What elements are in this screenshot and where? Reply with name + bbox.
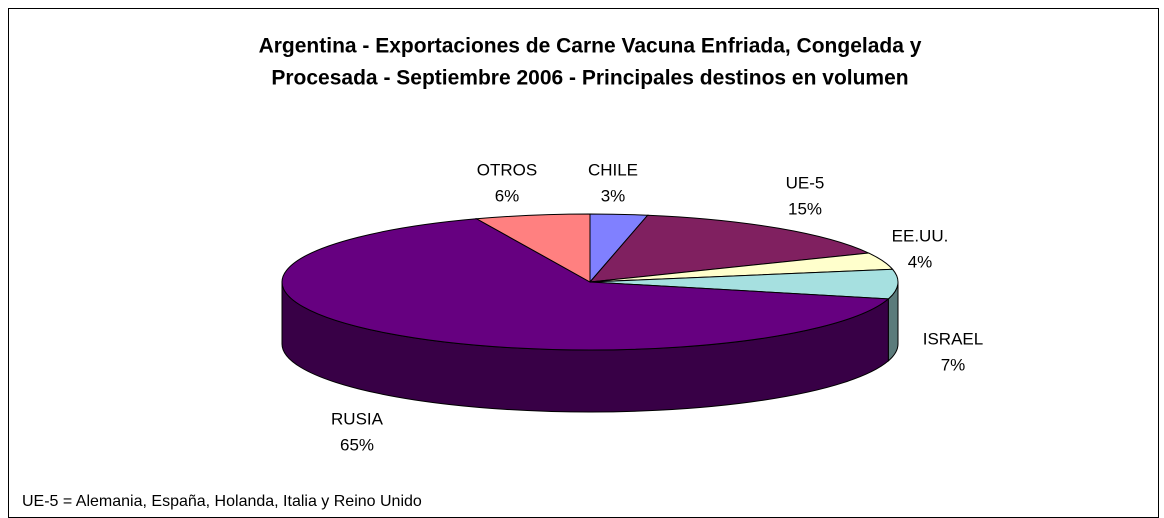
value-label: 4% [908, 252, 933, 271]
slice [588, 214, 871, 283]
footnote: UE-5 = Alemania, España, Holanda, Italia… [22, 493, 422, 510]
slice-label: CHILE [588, 160, 638, 179]
chart-title: Procesada - Septiembre 2006 - Principale… [271, 67, 908, 90]
slice [281, 218, 890, 351]
value-label: 65% [340, 435, 374, 454]
value-label: 15% [788, 199, 822, 218]
slice-label: ISRAEL [923, 329, 983, 348]
value-label: 6% [495, 186, 520, 205]
slice-label: UE-5 [786, 173, 825, 192]
slice [589, 268, 899, 300]
slice-label: OTROS [477, 160, 537, 179]
slice [474, 213, 591, 283]
chart-title: Argentina - Exportaciones de Carne Vacun… [259, 35, 922, 58]
slice-label: RUSIA [331, 409, 384, 428]
value-label: 3% [601, 186, 626, 205]
value-label: 7% [941, 355, 966, 374]
slice-label: EE.UU. [892, 226, 949, 245]
